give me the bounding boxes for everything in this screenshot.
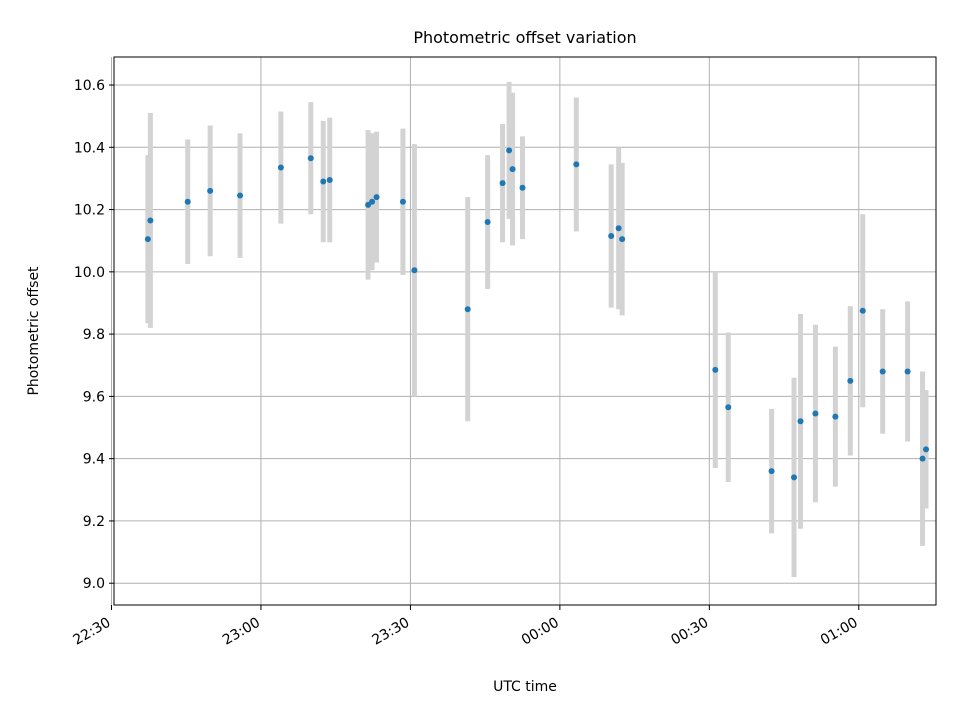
- y-tick-label: 10.6: [74, 78, 105, 94]
- data-point: [144, 236, 151, 243]
- y-tick-label: 9.6: [83, 389, 105, 405]
- data-point: [207, 187, 214, 194]
- data-point: [923, 446, 930, 453]
- data-point: [573, 161, 580, 168]
- y-tick-label: 9.0: [83, 576, 105, 592]
- data-point: [791, 474, 798, 481]
- data-point: [919, 455, 926, 462]
- data-point: [832, 413, 839, 420]
- y-tick-label: 9.8: [83, 327, 105, 343]
- y-tick-label: 10.0: [74, 265, 105, 281]
- data-point: [619, 236, 626, 243]
- data-point: [399, 198, 406, 205]
- data-point: [277, 164, 284, 171]
- y-tick-label: 9.2: [83, 514, 105, 530]
- data-point: [879, 368, 886, 375]
- data-point: [615, 225, 622, 232]
- data-point: [725, 404, 732, 411]
- data-point: [812, 410, 819, 417]
- plot-frame: [113, 56, 937, 606]
- y-tick-label: 9.4: [83, 452, 105, 468]
- chart-title: Photometric offset variation: [413, 28, 636, 47]
- y-tick-label: 10.2: [74, 203, 105, 219]
- data-point: [326, 176, 333, 183]
- data-point: [797, 418, 804, 425]
- data-point: [847, 377, 854, 384]
- data-point: [519, 184, 526, 191]
- y-axis-label: Photometric offset: [26, 266, 42, 396]
- data-point: [184, 198, 191, 205]
- data-point: [712, 366, 719, 373]
- y-tick-label: 10.4: [74, 140, 105, 156]
- data-markers: [144, 147, 930, 481]
- data-point: [499, 180, 506, 187]
- data-point: [320, 178, 327, 185]
- data-point: [147, 217, 154, 224]
- data-point: [237, 192, 244, 199]
- data-point: [509, 166, 516, 173]
- data-point: [904, 368, 911, 375]
- y-axis-ticks: 9.0 9.2 9.4 9.6 9.8 10.0 10.2 10.4 10.6: [74, 78, 114, 592]
- data-point: [608, 233, 615, 240]
- data-point: [506, 147, 513, 154]
- data-point: [369, 198, 376, 205]
- data-point: [373, 194, 380, 201]
- x-axis-label: UTC time: [493, 679, 557, 695]
- data-point: [464, 306, 471, 313]
- data-point: [411, 267, 418, 274]
- data-point: [307, 155, 314, 162]
- data-point: [484, 219, 491, 226]
- data-point: [859, 307, 866, 314]
- data-point: [768, 468, 775, 475]
